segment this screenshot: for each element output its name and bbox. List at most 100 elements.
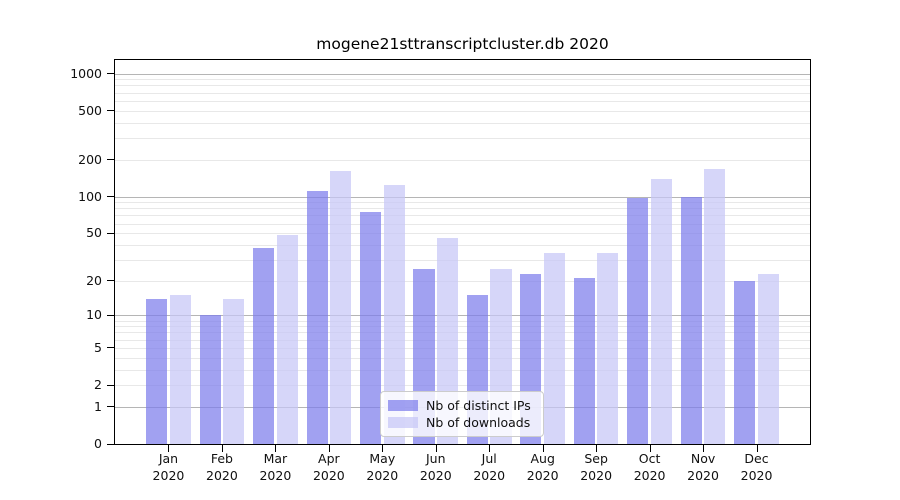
bar-downloads [704, 168, 726, 444]
x-tick-label: Nov 2020 [687, 451, 719, 483]
legend-label-downloads: Nb of downloads [426, 415, 531, 430]
gridline-minor [115, 320, 810, 322]
chart-title: mogene21sttranscriptcluster.db 2020 [316, 35, 609, 53]
gridline-major [115, 196, 810, 198]
legend-item-distinct-ips: Nb of distinct IPs [388, 397, 534, 414]
legend: Nb of distinct IPs Nb of downloads [380, 391, 544, 437]
x-tick [275, 445, 277, 452]
legend-label-distinct-ips: Nb of distinct IPs [426, 398, 531, 413]
gridline-minor [115, 202, 810, 204]
y-tick-label: 5 [94, 339, 102, 355]
bar-distinct-ips [734, 280, 756, 444]
y-tick-label: 1000 [70, 65, 102, 81]
x-tick-label: Jan 2020 [152, 451, 185, 483]
bar-downloads [383, 185, 405, 444]
y-tick [107, 110, 114, 112]
bar-distinct-ips [627, 198, 649, 444]
gridline-minor [115, 215, 810, 217]
gridline-minor [115, 332, 810, 334]
gridline-minor [115, 122, 810, 124]
x-tick [649, 445, 651, 452]
legend-swatch-downloads [388, 417, 418, 428]
gridline-minor [115, 233, 810, 235]
bar-downloads [543, 253, 565, 444]
bar-distinct-ips [680, 196, 702, 444]
y-tick [107, 406, 114, 408]
x-tick-label: Aug 2020 [526, 451, 559, 483]
legend-swatch-distinct-ips [388, 400, 418, 411]
y-tick-label: 1 [94, 398, 102, 414]
y-tick-label: 0 [94, 436, 102, 451]
gridline-major [115, 315, 810, 317]
bar-distinct-ips [253, 247, 275, 444]
y-tick [107, 232, 114, 234]
y-tick [107, 314, 114, 316]
x-tick [542, 445, 544, 452]
gridline-minor [115, 357, 810, 359]
gridline-minor [115, 326, 810, 328]
bar-distinct-ips [360, 211, 382, 444]
x-tick-label: Apr 2020 [312, 451, 345, 483]
x-tick [596, 445, 598, 452]
gridline-minor [115, 137, 810, 139]
y-tick-label: 10 [86, 307, 102, 323]
gridline-minor [115, 259, 810, 261]
x-tick [168, 445, 170, 452]
bar-distinct-ips [199, 315, 221, 444]
gridline-minor [115, 223, 810, 225]
x-tick-label: Jun 2020 [419, 451, 452, 483]
gridline-major [115, 73, 810, 75]
x-tick-label: Dec 2020 [740, 451, 773, 483]
bar-distinct-ips [306, 191, 328, 444]
x-tick-label: Jul 2020 [473, 451, 506, 483]
bar-downloads [276, 235, 298, 444]
y-tick [107, 280, 114, 282]
x-tick-label: Oct 2020 [633, 451, 666, 483]
gridline-minor [115, 280, 810, 282]
x-tick-label: Sep 2020 [580, 451, 613, 483]
x-tick [703, 445, 705, 452]
bar-distinct-ips [146, 298, 168, 444]
y-tick [107, 384, 114, 386]
bar-distinct-ips [573, 278, 595, 444]
x-tick-label: Mar 2020 [259, 451, 292, 483]
x-tick [435, 445, 437, 452]
y-tick [107, 159, 114, 161]
bar-downloads [330, 171, 352, 444]
x-tick [382, 445, 384, 452]
y-tick [107, 347, 114, 349]
bar-downloads [169, 295, 191, 444]
gridline-minor [115, 100, 810, 102]
plot-inner [115, 60, 810, 444]
y-tick-label: 100 [78, 188, 102, 204]
x-tick [489, 445, 491, 452]
gridline-minor [115, 369, 810, 371]
x-tick [221, 445, 223, 452]
y-tick-label: 20 [86, 272, 102, 288]
gridline-minor [115, 339, 810, 341]
gridline-minor [115, 92, 810, 94]
legend-item-downloads: Nb of downloads [388, 414, 534, 431]
y-tick [107, 443, 114, 445]
gridline-minor [115, 208, 810, 210]
y-tick-label: 200 [78, 151, 102, 167]
x-tick [328, 445, 330, 452]
gridline-minor [115, 385, 810, 387]
x-tick [756, 445, 758, 452]
bar-downloads [223, 298, 245, 444]
y-tick-label: 50 [86, 225, 102, 241]
gridline-minor [115, 85, 810, 87]
y-tick-label: 500 [78, 102, 102, 118]
bar-downloads [597, 253, 619, 444]
gridline-minor [115, 347, 810, 349]
gridline-minor [115, 79, 810, 81]
x-tick-label: Feb 2020 [206, 451, 238, 483]
gridline-minor [115, 159, 810, 161]
plot-area [114, 59, 811, 445]
bar-downloads [757, 273, 779, 444]
gridline-minor [115, 244, 810, 246]
y-tick-label: 2 [94, 377, 102, 393]
bar-downloads [650, 178, 672, 444]
y-tick [107, 196, 114, 197]
